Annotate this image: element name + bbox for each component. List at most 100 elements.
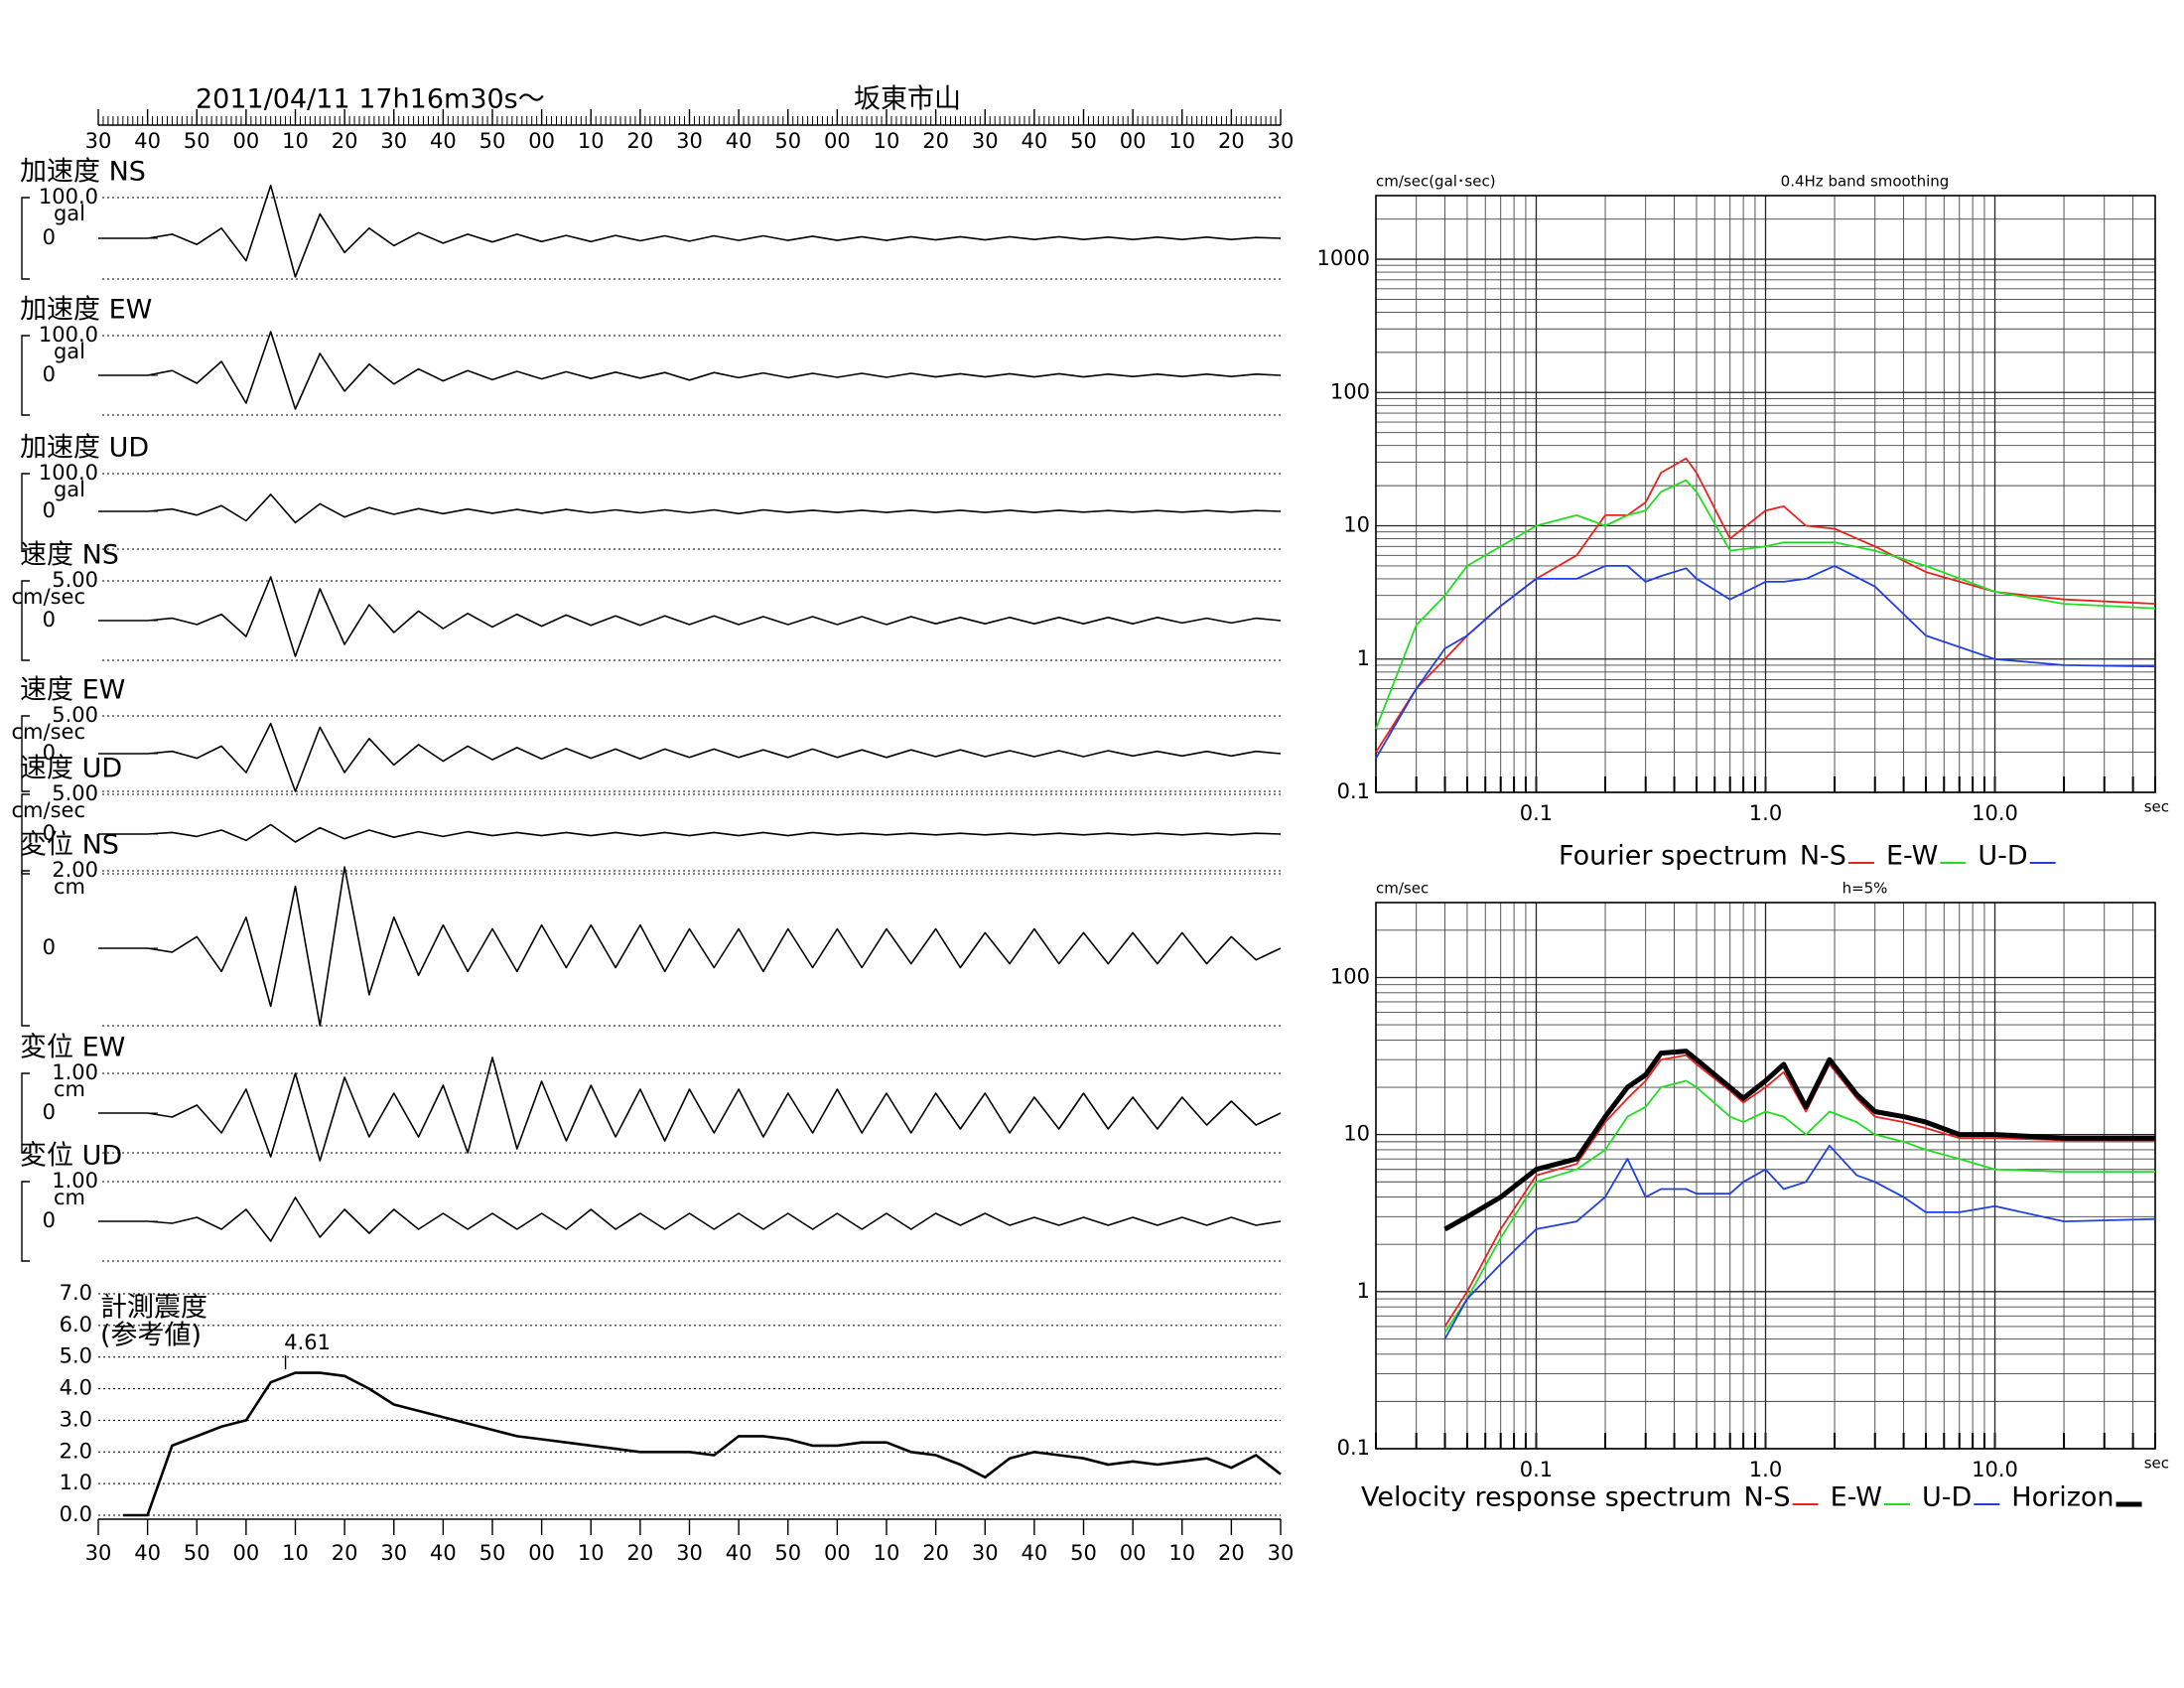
- time-tick-label: 50: [1070, 129, 1097, 153]
- unit-label: cm/sec: [12, 798, 85, 822]
- time-tick-label: 20: [332, 129, 358, 153]
- time-tick-label: 10: [874, 1541, 900, 1565]
- time-tick-label: 30: [676, 1541, 703, 1565]
- time-tick-label: 00: [824, 1541, 851, 1565]
- y-tick-label: 2.0: [60, 1439, 92, 1463]
- time-tick-label: 20: [922, 1541, 949, 1565]
- time-tick-label: 20: [1218, 1541, 1245, 1565]
- plot-frame: [1375, 902, 2156, 1450]
- waveform-trace: [98, 823, 1282, 843]
- time-tick-label: 40: [134, 129, 161, 153]
- spectrum-line: [1443, 1079, 2155, 1334]
- scale-label: 100.0: [39, 185, 98, 209]
- time-tick-label: 40: [1022, 129, 1048, 153]
- time-tick-label: 40: [726, 129, 752, 153]
- scale-label: 2.00: [52, 858, 98, 882]
- time-tick-label: 30: [676, 129, 703, 153]
- panel-label: 加速度 UD: [20, 433, 149, 464]
- time-tick-label: 30: [380, 129, 407, 153]
- time-tick-label: 20: [627, 1541, 654, 1565]
- panel-label: 速度 UD: [20, 754, 122, 784]
- y-axis-label: cm/sec(gal･sec): [1376, 173, 1496, 191]
- time-tick-label: 50: [1070, 1541, 1097, 1565]
- unit-label: cm/sec: [12, 720, 85, 744]
- time-tick-label: 30: [1268, 129, 1295, 153]
- waveform-trace: [98, 576, 1282, 657]
- panel-bracket: [21, 473, 30, 550]
- scale-label: 1.00: [52, 1169, 98, 1193]
- time-tick-label: 50: [479, 129, 506, 153]
- time-tick-label: 50: [774, 1541, 801, 1565]
- spectrum-line: [1443, 1054, 2155, 1328]
- unit-label: cm: [54, 1077, 85, 1101]
- scale-label: 5.00: [52, 568, 98, 592]
- panel-label: 変位 UD: [20, 1141, 122, 1172]
- legend-label: E-W: [1831, 1482, 1882, 1513]
- chart-title: 0.4Hz band smoothing: [1781, 173, 1950, 191]
- y-tick-label: 0.0: [60, 1502, 92, 1526]
- time-tick-label: 00: [1120, 129, 1147, 153]
- unit-label: gal: [54, 340, 85, 363]
- panel-bracket: [21, 580, 30, 661]
- time-tick-label: 50: [479, 1541, 506, 1565]
- y-tick-label: 1.0: [60, 1471, 92, 1494]
- x-tick-label: 10.0: [1972, 1458, 2018, 1481]
- time-tick-label: 00: [1120, 1541, 1147, 1565]
- time-tick-label: 10: [874, 129, 900, 153]
- time-tick-label: 20: [627, 129, 654, 153]
- spectrum-line: [1375, 479, 2156, 730]
- unit-label: gal: [54, 202, 85, 225]
- time-tick-label: 40: [134, 1541, 161, 1565]
- scale-label: 0: [43, 1208, 56, 1232]
- time-tick-label: 00: [824, 129, 851, 153]
- panel-bracket: [21, 870, 30, 1027]
- time-tick-label: 10: [1168, 1541, 1195, 1565]
- intensity-title: 計測震度: [100, 1293, 207, 1324]
- scale-label: 100.0: [39, 323, 98, 347]
- scale-label: 0: [43, 821, 56, 845]
- y-tick-label: 7.0: [60, 1281, 92, 1305]
- time-tick-label: 00: [233, 1541, 260, 1565]
- station-name: 坂東市山: [854, 84, 961, 115]
- panel-label: 速度 EW: [20, 675, 125, 706]
- intensity-subtitle: (参考値): [100, 1321, 202, 1351]
- x-tick-label: 0.1: [1520, 801, 1553, 825]
- time-tick-label: 10: [578, 1541, 605, 1565]
- time-tick-label: 40: [430, 129, 457, 153]
- record-title: 2011/04/11 17h16m30s〜: [196, 84, 545, 115]
- chart-title: h=5%: [1843, 880, 1888, 898]
- legend-label: N-S: [1743, 1482, 1790, 1513]
- panel-bracket: [21, 335, 30, 416]
- panel-label: 加速度 NS: [20, 157, 146, 188]
- legend-label: U-D: [1978, 841, 2027, 872]
- peak-label: 4.61: [284, 1331, 331, 1354]
- x-tick-label: 1.0: [1749, 1458, 1782, 1481]
- x-axis-label: sec: [2144, 1455, 2169, 1473]
- panel-bracket: [21, 1181, 30, 1262]
- y-tick-label: 1: [1357, 1279, 1370, 1303]
- intensity-line: [122, 1371, 1282, 1517]
- unit-label: cm: [54, 1186, 85, 1209]
- scale-label: 0: [43, 498, 56, 522]
- y-axis-label: cm/sec: [1376, 880, 1429, 898]
- y-tick-label: 10: [1343, 1122, 1370, 1146]
- spectrum-line: [1375, 565, 2156, 760]
- spectrum-line: [1443, 1144, 2156, 1339]
- y-tick-label: 100: [1330, 379, 1370, 403]
- time-tick-label: 40: [1022, 1541, 1048, 1565]
- y-tick-label: 1000: [1317, 246, 1370, 270]
- time-tick-label: 10: [282, 1541, 309, 1565]
- time-tick-label: 40: [726, 1541, 752, 1565]
- scale-label: 5.00: [52, 703, 98, 727]
- panel-bracket: [21, 1072, 30, 1154]
- y-tick-label: 100: [1330, 964, 1370, 988]
- x-tick-label: 1.0: [1749, 801, 1782, 825]
- time-tick-label: 30: [972, 129, 999, 153]
- legend-label: E-W: [1886, 841, 1938, 872]
- time-tick-label: 30: [85, 129, 112, 153]
- y-tick-label: 5.0: [60, 1344, 92, 1368]
- scale-label: 100.0: [39, 461, 98, 485]
- time-tick-label: 50: [184, 1541, 210, 1565]
- scale-label: 0: [43, 362, 56, 386]
